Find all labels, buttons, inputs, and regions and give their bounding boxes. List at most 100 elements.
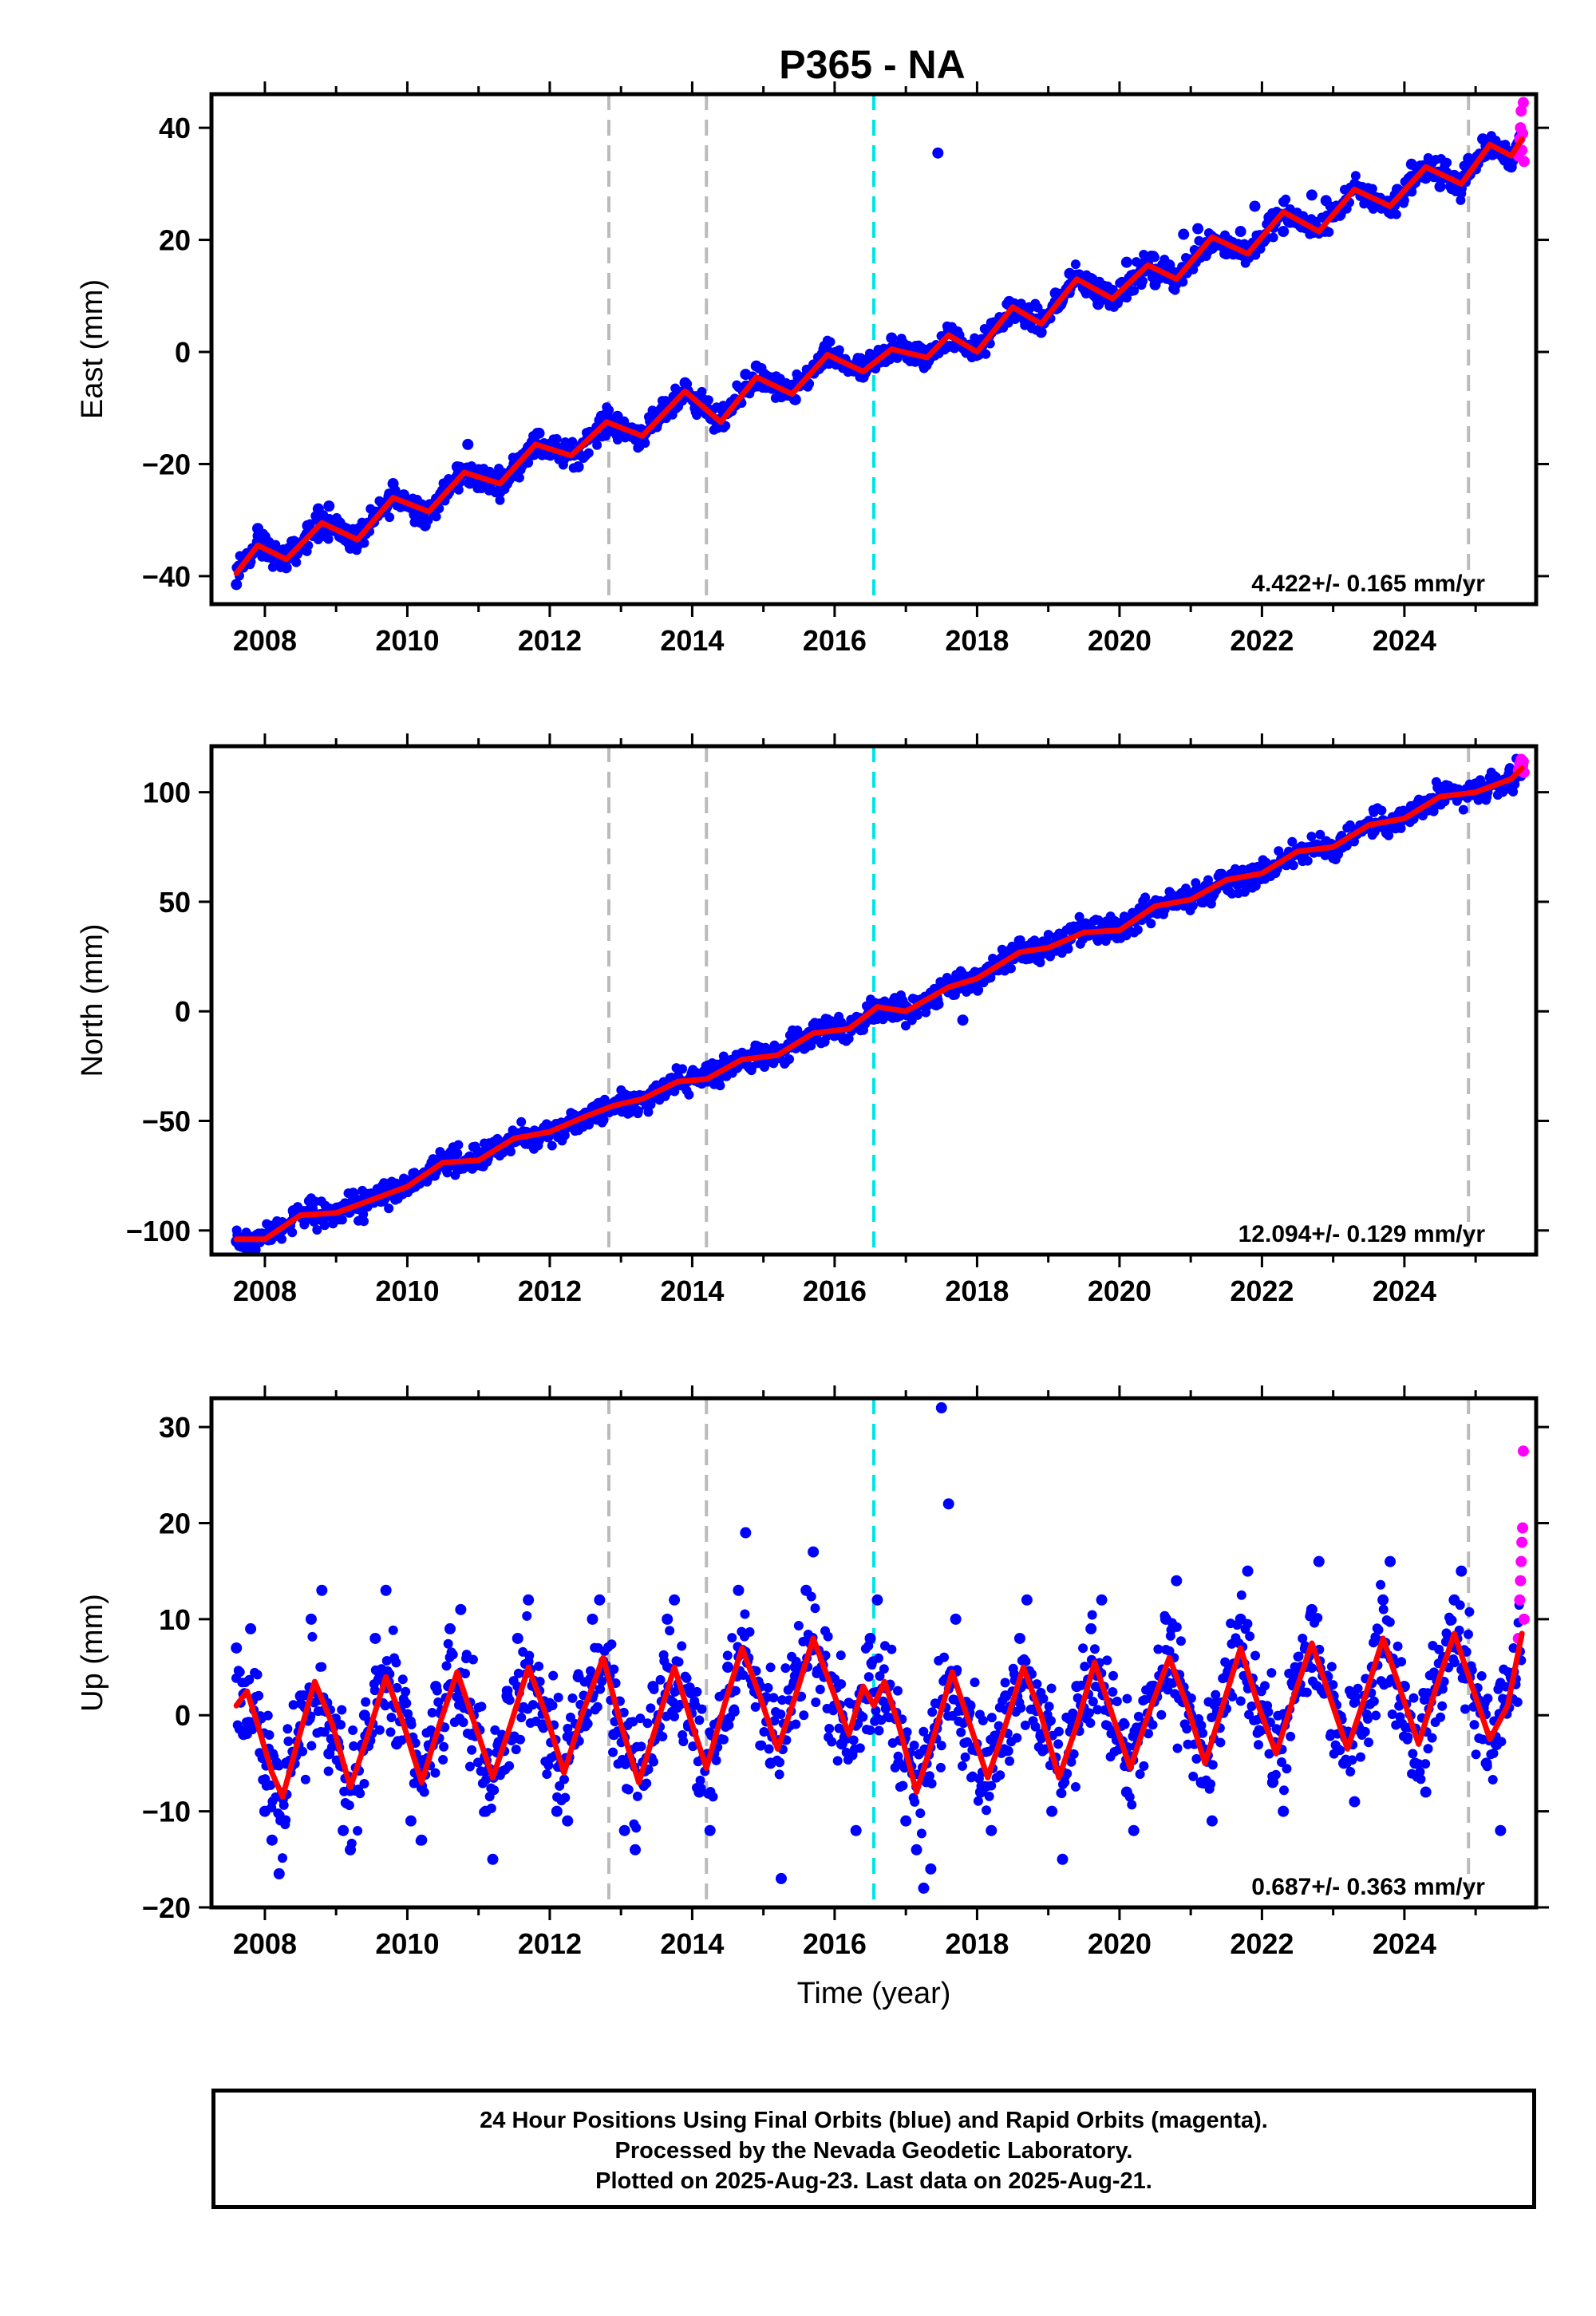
final-orbit-point xyxy=(426,1725,437,1735)
final-orbit-point xyxy=(646,1703,656,1713)
final-orbit-point xyxy=(1377,1594,1389,1606)
final-orbit-point xyxy=(1288,860,1298,871)
final-orbit-point xyxy=(551,433,562,444)
final-orbit-point xyxy=(1096,1594,1108,1606)
final-orbit-point xyxy=(1496,1737,1507,1747)
final-orbit-point xyxy=(1003,295,1015,307)
x-tick-label: 2008 xyxy=(233,1275,297,1307)
final-orbit-point xyxy=(387,478,399,490)
final-orbit-point xyxy=(1149,279,1161,290)
final-orbit-point xyxy=(298,1746,308,1757)
final-orbit-point xyxy=(287,1205,299,1217)
final-orbit-point xyxy=(1268,232,1278,243)
model-fit-line xyxy=(233,765,1525,1243)
final-orbit-point xyxy=(1263,211,1275,223)
final-orbit-point xyxy=(608,1729,620,1741)
final-orbit-point xyxy=(711,421,723,433)
gps-timeseries-chart: P365 - NA 2008 2010 2012 2014 2016 2018 2020 20… xyxy=(76,42,1549,2010)
final-orbit-point xyxy=(427,1708,437,1718)
final-orbit-point xyxy=(416,1834,428,1846)
final-orbit-point xyxy=(1074,911,1084,922)
final-orbit-point xyxy=(893,1686,903,1696)
final-orbit-point xyxy=(834,345,844,355)
final-orbit-point xyxy=(391,1738,403,1750)
final-orbit-point xyxy=(1172,1743,1183,1753)
final-orbit-point xyxy=(516,1734,526,1745)
final-orbit-point xyxy=(1122,1694,1132,1704)
final-orbit-point xyxy=(306,1741,317,1751)
final-orbit-point xyxy=(1463,1629,1473,1639)
final-orbit-point xyxy=(514,472,524,483)
final-orbit-point xyxy=(1477,133,1489,145)
final-orbit-point xyxy=(559,1130,570,1140)
plot-frame xyxy=(209,744,1539,1257)
plot-frame xyxy=(209,1396,1539,1910)
panels: 2008 2010 2012 2014 2016 2018 2020 2022 2024−40−… xyxy=(76,81,1549,2010)
y-tick-label: 0 xyxy=(175,995,191,1028)
final-orbit-point xyxy=(740,369,752,381)
final-orbit-point xyxy=(430,1681,442,1693)
rapid-orbit-point xyxy=(1515,1555,1527,1567)
final-orbit-point xyxy=(513,1668,523,1678)
final-orbit-point xyxy=(1085,1718,1096,1729)
final-orbit-point xyxy=(553,1692,563,1702)
final-orbit-point xyxy=(358,1209,369,1219)
final-orbit-point xyxy=(1071,1681,1083,1693)
x-tick-label: 2022 xyxy=(1230,624,1294,657)
final-orbit-point xyxy=(1192,223,1204,235)
final-orbit-point xyxy=(1038,1694,1049,1704)
x-axis-label: Time (year) xyxy=(797,1977,951,2010)
final-orbit-point xyxy=(1385,1617,1395,1627)
final-orbit-point xyxy=(1015,935,1025,946)
final-orbit-point xyxy=(1000,1678,1010,1688)
final-orbit-point xyxy=(433,1697,444,1707)
final-orbit-point xyxy=(750,360,762,372)
final-orbit-point xyxy=(900,1021,911,1031)
final-orbit-point xyxy=(1102,1655,1112,1666)
x-tick-label: 2008 xyxy=(233,1927,297,1960)
final-orbit-point xyxy=(677,1641,687,1651)
final-orbit-point xyxy=(1140,892,1151,903)
final-orbit-point xyxy=(559,1774,569,1784)
final-orbit-point xyxy=(981,349,991,359)
final-orbit-point xyxy=(1376,1579,1386,1590)
final-orbit-point xyxy=(279,1800,289,1810)
final-orbit-point xyxy=(697,1704,707,1714)
final-orbit-point xyxy=(458,1717,468,1728)
final-orbit-point xyxy=(1146,919,1156,929)
final-orbit-point xyxy=(1149,252,1159,263)
final-orbit-point xyxy=(1278,1805,1290,1817)
x-tick-label: 2010 xyxy=(375,624,439,657)
y-tick-label: 50 xyxy=(159,886,191,919)
final-orbit-point xyxy=(927,1707,938,1717)
final-orbit-point xyxy=(453,1140,464,1150)
final-orbit-point xyxy=(1171,1622,1182,1632)
final-orbit-point xyxy=(1364,1737,1374,1748)
final-orbit-point xyxy=(973,1796,983,1806)
final-orbit-point xyxy=(534,1661,544,1671)
final-orbit-point xyxy=(1349,836,1359,847)
final-orbit-point xyxy=(1064,267,1076,279)
final-orbit-point xyxy=(1437,1701,1448,1711)
final-orbit-point xyxy=(711,1755,721,1765)
final-orbit-point xyxy=(1456,1565,1468,1577)
final-orbit-point xyxy=(567,437,578,447)
final-orbit-point xyxy=(1242,1565,1254,1577)
final-orbit-point xyxy=(694,1715,705,1725)
final-orbit-point xyxy=(231,1642,243,1654)
final-orbit-point xyxy=(358,1709,370,1721)
final-orbit-point xyxy=(618,1824,630,1836)
final-orbit-point xyxy=(1350,1691,1361,1701)
final-orbit-point xyxy=(547,1700,558,1710)
final-orbit-point xyxy=(1324,227,1334,237)
final-orbit-point xyxy=(266,1780,276,1790)
final-orbit-point xyxy=(337,1705,347,1715)
final-orbit-point xyxy=(391,1658,401,1668)
final-orbit-point xyxy=(740,1609,750,1619)
final-orbit-point xyxy=(1085,1622,1097,1634)
final-orbit-point xyxy=(832,1756,843,1766)
final-orbit-point xyxy=(380,1584,392,1596)
final-orbit-point xyxy=(273,1867,285,1879)
final-orbit-point xyxy=(238,1729,250,1741)
rapid-orbit-point xyxy=(1518,156,1530,168)
